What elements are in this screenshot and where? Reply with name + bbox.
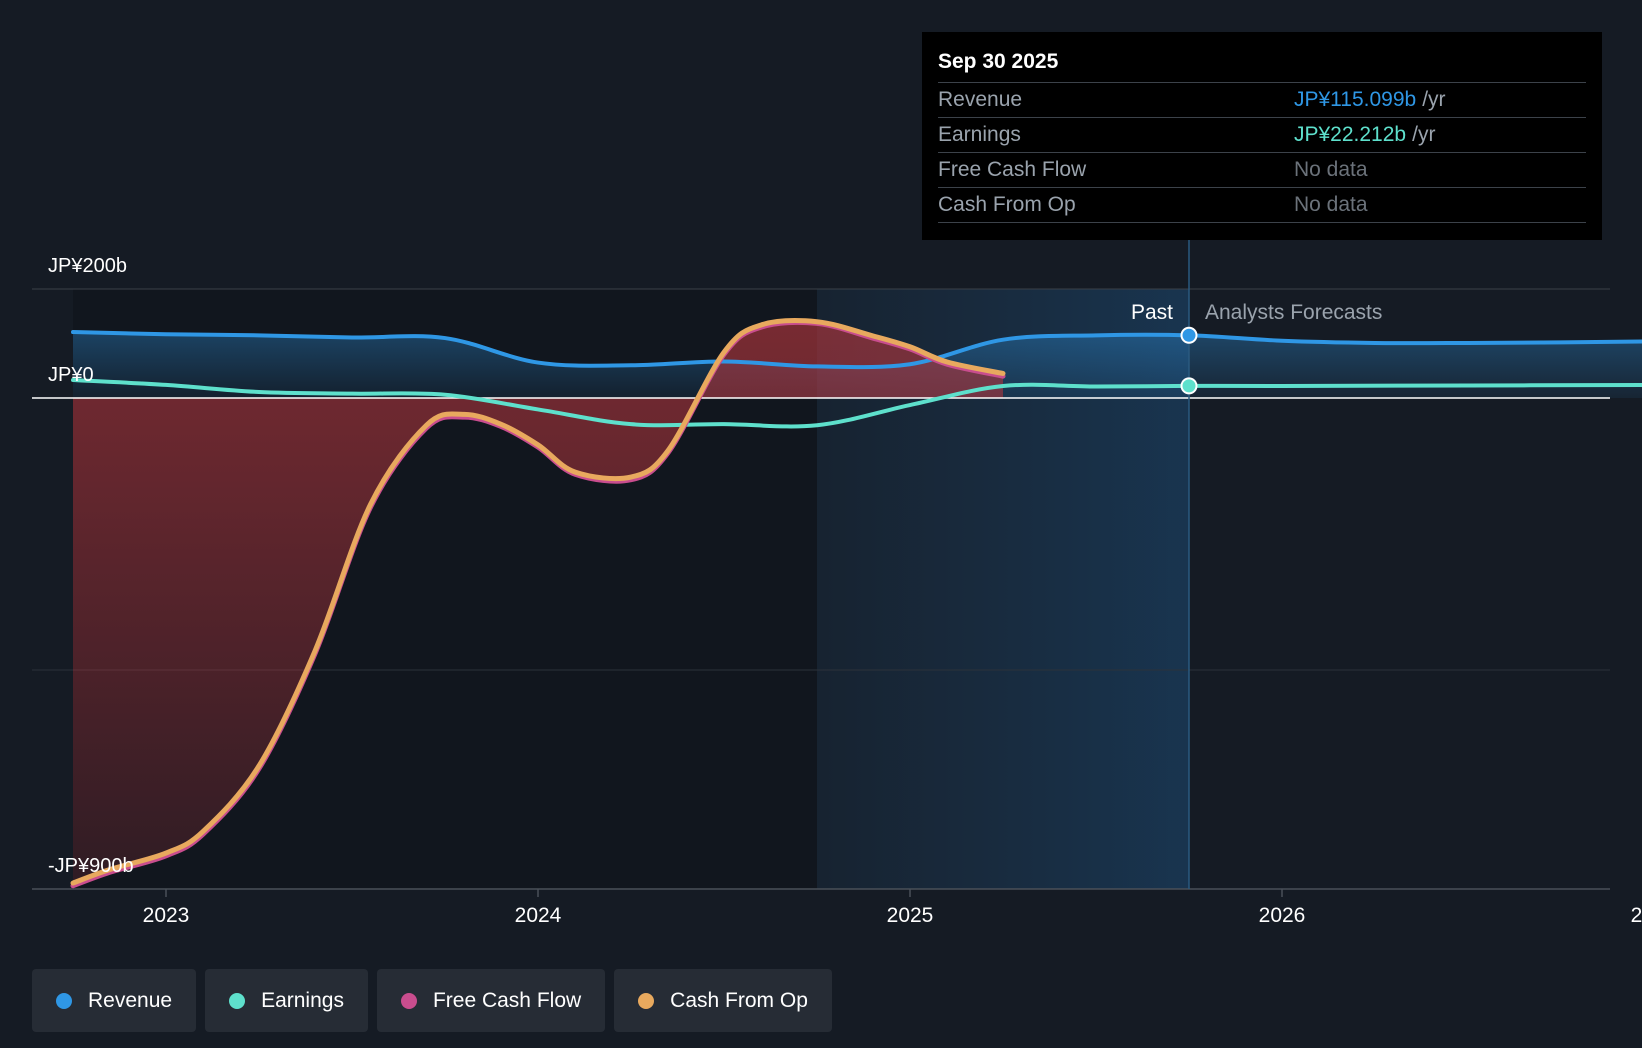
cash-from-op-dot-icon bbox=[638, 992, 655, 1009]
legend-item-cash-from-op[interactable]: Cash From Op bbox=[614, 969, 832, 1032]
earnings-marker bbox=[1180, 377, 1198, 395]
tooltip-value: No data bbox=[1294, 158, 1368, 181]
y-axis-label-top: JP¥200b bbox=[48, 255, 127, 277]
tooltip-value: JP¥22.212b/yr bbox=[1294, 123, 1435, 147]
legend-item-earnings[interactable]: Earnings bbox=[205, 969, 368, 1032]
earnings-value: JP¥22.212b bbox=[1294, 123, 1407, 146]
tooltip-key: Revenue bbox=[938, 88, 1023, 111]
cash-from-op-area bbox=[73, 320, 1003, 884]
earnings-line bbox=[71, 378, 1642, 429]
legend-item-free-cash-flow[interactable]: Free Cash Flow bbox=[376, 969, 606, 1032]
tooltip-row-revenue: Revenue JP¥115.099b/yr bbox=[938, 82, 1586, 117]
legend-label: Revenue bbox=[88, 988, 173, 1012]
tooltip-row-earnings: Earnings JP¥22.212b/yr bbox=[938, 117, 1586, 152]
y-axis-label-bottom: -JP¥900b bbox=[48, 855, 134, 877]
analysts-forecasts-label: Analysts Forecasts bbox=[1205, 301, 1382, 324]
tooltip-key: Free Cash Flow bbox=[938, 158, 1087, 181]
x-tick-label: 2026 bbox=[1259, 904, 1306, 927]
unit-label: /yr bbox=[1412, 123, 1436, 146]
revenue-dot-icon bbox=[56, 992, 72, 1009]
x-tick-label: 2025 bbox=[887, 904, 934, 927]
legend-item-revenue[interactable]: Revenue bbox=[32, 969, 197, 1032]
tooltip-row-cash-from-op: Cash From Op No data bbox=[938, 187, 1586, 223]
revenue-value: JP¥115.099b bbox=[1294, 88, 1417, 111]
revenue-marker bbox=[1180, 326, 1198, 344]
y-axis-label-zero: JP¥0 bbox=[48, 364, 94, 386]
legend-label: Earnings bbox=[261, 988, 344, 1012]
past-label: Past bbox=[1131, 301, 1173, 324]
cash-from-op-line bbox=[70, 318, 1006, 886]
legend-label: Cash From Op bbox=[670, 988, 808, 1012]
tooltip-value: JP¥115.099b/yr bbox=[1294, 88, 1446, 112]
tooltip-key: Cash From Op bbox=[938, 193, 1076, 216]
legend-label: Free Cash Flow bbox=[432, 988, 582, 1012]
tooltip-key: Earnings bbox=[938, 123, 1021, 146]
earnings-dot-icon bbox=[229, 992, 246, 1009]
legend: Revenue Earnings Free Cash Flow Cash Fro… bbox=[32, 969, 832, 1032]
unit-label: /yr bbox=[1422, 88, 1446, 111]
tooltip-date: Sep 30 2025 bbox=[938, 50, 1059, 73]
free-cash-flow-dot-icon bbox=[400, 992, 417, 1009]
revenue-line bbox=[71, 330, 1642, 370]
revenue-area bbox=[73, 332, 1642, 398]
tooltip-row-free-cash-flow: Free Cash Flow No data bbox=[938, 152, 1586, 187]
x-tick-label: 2027 bbox=[1631, 904, 1642, 927]
tooltip-value: No data bbox=[1294, 193, 1368, 216]
data-tooltip: Sep 30 2025 Revenue JP¥115.099b/yr Earni… bbox=[922, 32, 1602, 240]
x-tick-label: 2023 bbox=[143, 904, 190, 927]
x-tick-label: 2024 bbox=[515, 904, 562, 927]
